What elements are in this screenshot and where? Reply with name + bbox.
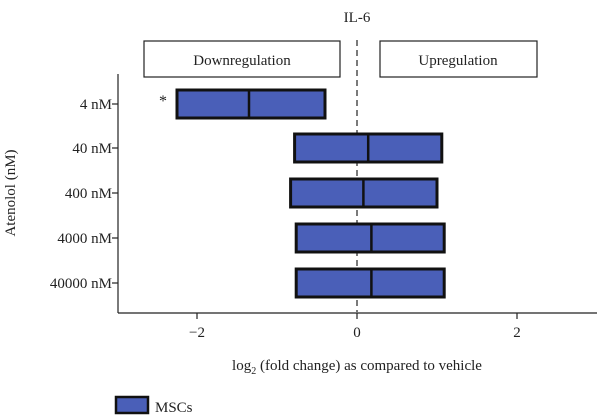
x-axis-label-subscript: 2 — [251, 366, 256, 377]
x-tick-label: 0 — [353, 325, 361, 341]
significance-marks: * — [159, 93, 167, 110]
chart-title: IL-6 — [344, 10, 371, 26]
y-axis-label: Atenolol (nM) — [3, 149, 19, 236]
x-axis-label: log2 (fold change) as compared to vehicl… — [232, 358, 482, 377]
upregulation-label-box: Upregulation — [379, 40, 538, 78]
downregulation-label: Downregulation — [193, 53, 291, 69]
x-tick-label: −2 — [189, 325, 205, 341]
y-tick-label: 400 nM — [65, 186, 112, 202]
x-ticks: −2 0 2 — [189, 313, 521, 341]
x-axis-label-rest: (fold change) as compared to vehicle — [256, 358, 482, 374]
x-tick-label: 2 — [513, 325, 521, 341]
y-tick-label: 40000 nM — [50, 276, 112, 292]
y-tick-labels: 4 nM 40 nM 400 nM 4000 nM 40000 nM — [50, 97, 118, 292]
legend-label: MSCs — [155, 400, 193, 416]
y-tick-label: 4000 nM — [57, 231, 112, 247]
legend-swatch — [114, 395, 150, 415]
y-tick-label: 40 nM — [72, 141, 112, 157]
bar-4-nm — [175, 88, 327, 120]
x-axis-label-main: log — [232, 358, 252, 374]
y-tick-label: 4 nM — [80, 97, 112, 113]
upregulation-label: Upregulation — [418, 53, 498, 69]
downregulation-label-box: Downregulation — [143, 40, 341, 78]
legend: MSCs — [114, 395, 193, 416]
bars-group — [175, 88, 446, 299]
significance-mark: * — [159, 93, 167, 110]
